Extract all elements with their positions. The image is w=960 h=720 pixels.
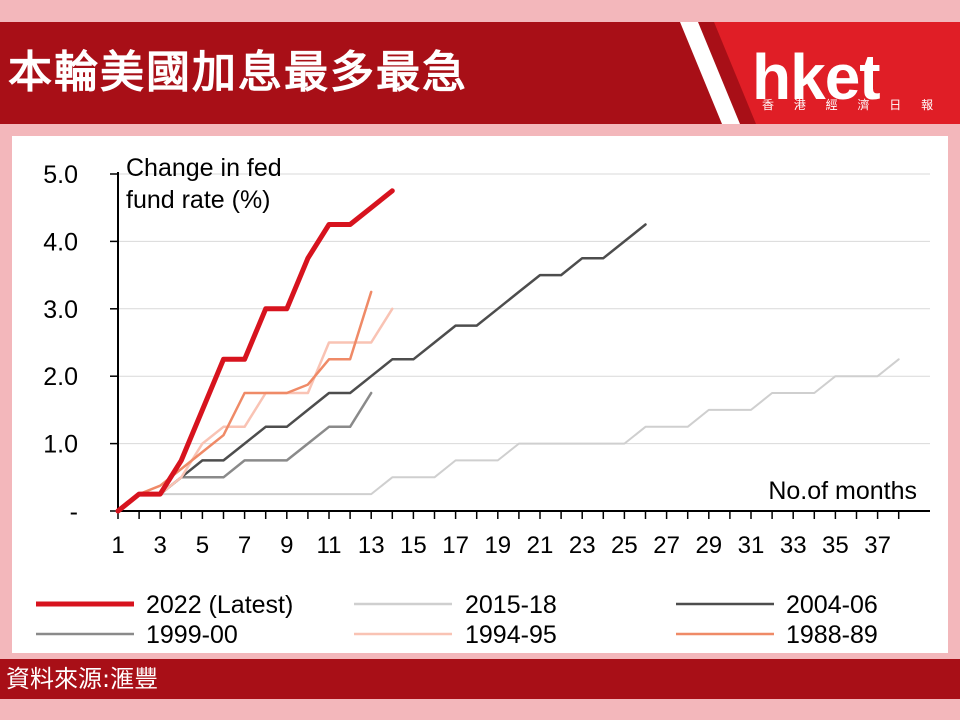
series-line-2004-06 [116, 223, 647, 513]
x-axis-ticks: 1 3 5 7 9 11 13 15 17 19 21 23 25 27 29 31 33 35 37 [111, 511, 900, 559]
x-tick-label: 31 [738, 532, 765, 559]
x-tick-label: 17 [442, 532, 469, 559]
x-tick-label: 5 [196, 532, 209, 559]
legend-label: 2015-18 [465, 591, 557, 619]
series-line-1988-89 [116, 290, 373, 513]
x-tick-label: 7 [238, 532, 251, 559]
x-tick-label: 27 [653, 532, 680, 559]
x-tick-label: 15 [400, 532, 427, 559]
y-tick-label: - [70, 498, 78, 526]
x-tick-label: 11 [317, 532, 342, 559]
x-tick-label: 21 [527, 532, 554, 559]
y-tick-label: 1.0 [43, 431, 78, 459]
grid-lines [112, 172, 930, 512]
y-tick-label: 5.0 [43, 161, 78, 189]
legend-label: 1988-89 [786, 621, 878, 649]
x-tick-label: 23 [569, 532, 596, 559]
legend-label: 1994-95 [465, 621, 557, 649]
source-note: 資料來源:滙豐 [6, 665, 159, 693]
y-tick-label: 3.0 [43, 296, 78, 324]
x-tick-label: 25 [611, 532, 638, 559]
logo-stripe [680, 22, 960, 124]
footer-bar: 資料來源:滙豐 [0, 659, 960, 699]
x-tick-label: 3 [154, 532, 167, 559]
x-tick-label: 37 [864, 532, 891, 559]
x-tick-label: 35 [822, 532, 849, 559]
x-tick-label: 13 [358, 532, 385, 559]
y-tick-label: 2.0 [43, 363, 78, 391]
hket-logo-subtitle: 香 港 經 濟 日 報 [762, 98, 942, 112]
y-tick-label: 4.0 [43, 228, 78, 256]
series-line-2015-18 [117, 358, 900, 512]
y-axis-ticks: - 1.0 2.0 3.0 4.0 5.0 [43, 161, 118, 526]
series-lines [115, 188, 900, 514]
header-bar: 本輪美國加息最多最急 hket 香 港 經 濟 日 報 [0, 22, 960, 124]
y-axis-label-line2: fund rate (%) [126, 186, 271, 214]
legend-label: 2004-06 [786, 591, 878, 619]
chart-panel: -1.0 2.0 3.0 4.0 5.0 1 3 5 7 9 11 13 15 17 19 21 23 25 27… [12, 136, 948, 653]
x-tick-label: 19 [484, 532, 511, 559]
x-tick-label: 33 [780, 532, 807, 559]
hket-logo: hket [752, 41, 881, 113]
x-tick-label: 1 [111, 532, 124, 559]
page-title: 本輪美國加息最多最急 [8, 47, 468, 98]
x-axis-label: No.of months [768, 477, 917, 505]
legend-label: 1999-00 [146, 621, 238, 649]
series-line-2022-latest- [115, 188, 395, 514]
y-axis-label-line1: Change in fed [126, 154, 282, 182]
x-tick-label: 29 [695, 532, 722, 559]
fed-rate-chart: -1.02.03.04.05.0 1 3 5 7 9 11 13 15 17 19 21 23 25 27… [36, 154, 930, 649]
legend: 2022 (Latest) 2015-18 2004-06 1999-00 1994-9… [36, 591, 878, 649]
legend-label: 2022 (Latest) [146, 591, 293, 619]
x-tick-label: 9 [280, 532, 293, 559]
